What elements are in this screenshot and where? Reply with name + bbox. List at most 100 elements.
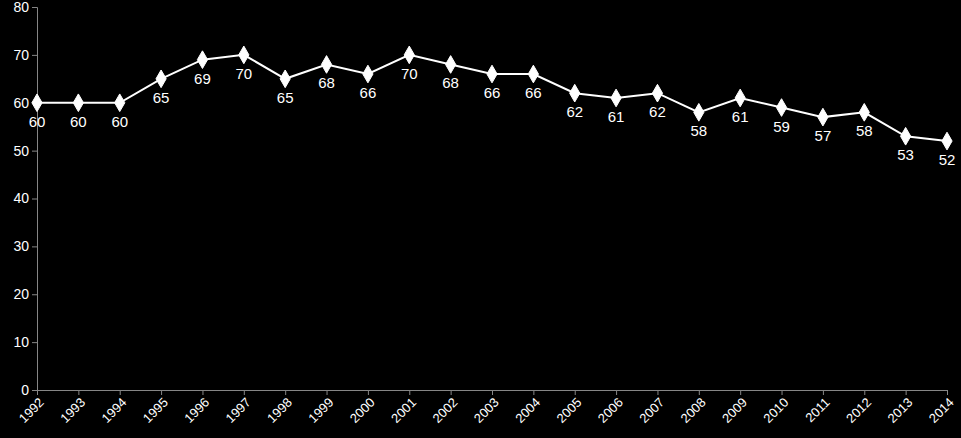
y-tick-label: 10 — [13, 334, 29, 350]
x-tick-mark — [616, 390, 617, 395]
y-tick-label: 60 — [13, 95, 29, 111]
marker — [321, 56, 331, 74]
x-tick: 2005 — [554, 390, 585, 426]
x-tick-mark — [492, 390, 493, 395]
marker — [652, 84, 662, 102]
x-tick: 2009 — [719, 390, 750, 426]
x-tick-label: 2012 — [843, 395, 874, 426]
x-tick: 1995 — [140, 390, 171, 426]
x-tick-label: 2000 — [347, 395, 378, 426]
marker — [363, 65, 373, 83]
marker — [859, 103, 869, 121]
marker — [735, 89, 745, 107]
x-tick-mark — [120, 390, 121, 395]
y-tick-label: 0 — [21, 382, 29, 398]
x-tick-mark — [327, 390, 328, 395]
x-tick-mark — [864, 390, 865, 395]
y-tick-mark — [32, 390, 37, 391]
marker — [197, 51, 207, 69]
y-tick-label: 80 — [13, 0, 29, 15]
x-tick: 2008 — [678, 390, 709, 426]
x-tick-label: 2002 — [429, 395, 460, 426]
data-label: 65 — [277, 89, 294, 106]
y-tick-mark — [32, 342, 37, 343]
x-tick: 2013 — [884, 390, 915, 426]
data-label: 70 — [235, 65, 252, 82]
x-tick-label: 2013 — [884, 395, 915, 426]
line — [37, 55, 947, 141]
x-tick: 2006 — [595, 390, 626, 426]
x-tick-mark — [782, 390, 783, 395]
x-tick-label: 2006 — [595, 395, 626, 426]
x-tick-mark — [657, 390, 658, 395]
x-tick-mark — [202, 390, 203, 395]
x-tick-label: 2001 — [388, 395, 419, 426]
x-tick-mark — [78, 390, 79, 395]
x-tick: 1993 — [57, 390, 88, 426]
x-tick: 1992 — [16, 390, 47, 426]
x-tick-label: 1997 — [223, 395, 254, 426]
x-tick: 1996 — [181, 390, 212, 426]
x-tick: 1998 — [264, 390, 295, 426]
x-tick-mark — [533, 390, 534, 395]
x-tick-mark — [37, 390, 38, 395]
y-tick-mark — [32, 7, 37, 8]
marker — [487, 65, 497, 83]
x-tick-label: 1994 — [99, 395, 130, 426]
y-tick-mark — [32, 246, 37, 247]
marker — [404, 46, 414, 64]
y-tick-mark — [32, 199, 37, 200]
x-tick: 2002 — [429, 390, 460, 426]
x-tick-label: 2011 — [802, 395, 832, 425]
y-tick: 20 — [13, 286, 37, 302]
data-label: 68 — [442, 74, 459, 91]
x-tick-label: 2005 — [554, 395, 585, 426]
data-label: 53 — [897, 146, 914, 163]
data-label: 62 — [566, 103, 583, 120]
y-tick-label: 50 — [13, 143, 29, 159]
x-tick: 1999 — [305, 390, 336, 426]
y-tick: 10 — [13, 334, 37, 350]
data-label: 66 — [484, 84, 501, 101]
marker — [32, 94, 42, 112]
x-axis: 1992 1993 1994 1995 1996 1997 1998 1999 2000 2001… — [16, 390, 957, 426]
x-tick: 2010 — [760, 390, 791, 426]
data-label: 69 — [194, 70, 211, 87]
x-tick-label: 2014 — [926, 395, 957, 426]
data-label: 61 — [608, 108, 625, 125]
x-tick-label: 2010 — [760, 395, 791, 426]
marker — [611, 89, 621, 107]
data-label: 66 — [360, 84, 377, 101]
y-tick-label: 30 — [13, 238, 29, 254]
data-label: 60 — [70, 113, 87, 130]
y-tick-label: 70 — [13, 47, 29, 63]
x-tick-mark — [161, 390, 162, 395]
marker — [280, 70, 290, 88]
x-tick-label: 1996 — [181, 395, 212, 426]
x-tick: 1994 — [99, 390, 130, 426]
x-tick-mark — [368, 390, 369, 395]
x-tick-label: 1998 — [264, 395, 295, 426]
x-tick: 2001 — [388, 390, 419, 426]
marker — [73, 94, 83, 112]
x-tick-label: 2004 — [512, 395, 543, 426]
x-tick-mark — [823, 390, 824, 395]
x-tick-mark — [906, 390, 907, 395]
y-tick-mark — [32, 151, 37, 152]
y-tick-mark — [32, 294, 37, 295]
data-label: 57 — [815, 127, 832, 144]
marker — [901, 127, 911, 145]
y-tick-mark — [32, 55, 37, 56]
x-tick-mark — [947, 390, 948, 395]
data-label: 70 — [401, 65, 418, 82]
y-tick: 30 — [13, 238, 37, 254]
data-label: 68 — [318, 74, 335, 91]
x-tick: 2000 — [347, 390, 378, 426]
x-tick-mark — [244, 390, 245, 395]
marker — [694, 103, 704, 121]
data-label: 60 — [29, 113, 46, 130]
y-tick: 40 — [13, 190, 37, 206]
x-tick: 2004 — [512, 390, 543, 426]
x-axis-line — [38, 391, 948, 396]
data-label: 58 — [690, 122, 707, 139]
